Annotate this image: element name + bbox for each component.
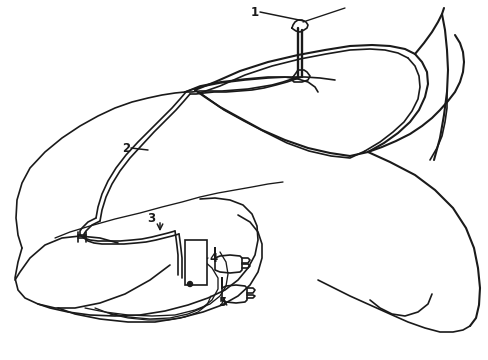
Bar (184, 240, 206, 285)
Circle shape (187, 282, 192, 287)
Text: 1: 1 (250, 5, 259, 18)
Text: 5: 5 (218, 296, 226, 309)
Text: 3: 3 (146, 211, 155, 225)
Text: 2: 2 (122, 141, 130, 154)
Text: 4: 4 (208, 252, 217, 265)
